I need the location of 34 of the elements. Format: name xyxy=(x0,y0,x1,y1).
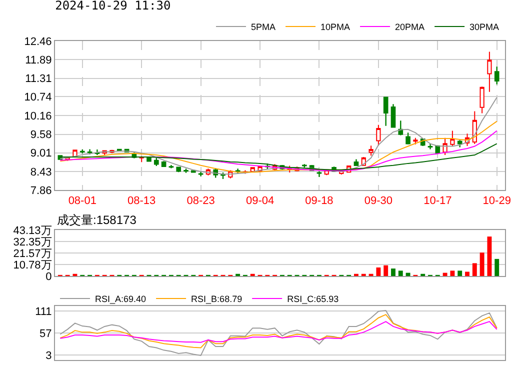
legend-label: RSI_C:65.93 xyxy=(287,294,339,304)
y-tick-label: 43.13万 xyxy=(13,224,52,237)
y-tick-label: 11.31 xyxy=(25,73,52,86)
y-tick-label: 21.57万 xyxy=(13,248,52,260)
y-tick-label: 57 xyxy=(40,328,52,340)
legend-label: RSI_A:69.40 xyxy=(95,294,146,304)
y-tick-label: 111 xyxy=(35,306,52,318)
y-tick-label: 7.86 xyxy=(30,184,52,197)
y-tick-label: 10.74 xyxy=(24,92,52,104)
y-tick-label: 0 xyxy=(46,270,52,283)
x-tick-label: 08-13 xyxy=(128,195,156,208)
y-tick-label: 11.89 xyxy=(25,54,52,66)
x-tick-label: 08-01 xyxy=(68,195,96,208)
legend-label: 30PMA xyxy=(470,22,500,32)
y-tick-label: 12.46 xyxy=(24,36,52,48)
y-tick-label: 10.16 xyxy=(24,110,52,122)
x-tick-label: 10-17 xyxy=(424,195,452,208)
x-tick-label: 10-29 xyxy=(482,195,511,208)
legend-label: 10PMA xyxy=(320,22,350,32)
legend-label: 20PMA xyxy=(395,22,425,32)
y-tick-label: 3 xyxy=(46,350,52,362)
legend-label: 5PMA xyxy=(251,22,276,32)
chart-title: 2024-10-29 11:30 xyxy=(55,0,171,12)
y-tick-label: 10.78万 xyxy=(13,259,52,272)
y-tick-label: 8.43 xyxy=(30,166,52,178)
x-tick-label: 09-18 xyxy=(305,195,334,208)
y-tick-label: 9.01 xyxy=(30,148,52,160)
y-tick-label: 32.35万 xyxy=(13,236,52,248)
y-tick-label: 9.58 xyxy=(30,129,52,142)
legend-label: RSI_B:68.79 xyxy=(191,294,242,304)
x-tick-label: 08-23 xyxy=(186,195,215,208)
x-tick-label: 09-04 xyxy=(246,195,274,208)
x-tick-label: 09-30 xyxy=(364,195,393,208)
text: 成交量:158173 xyxy=(57,213,137,227)
